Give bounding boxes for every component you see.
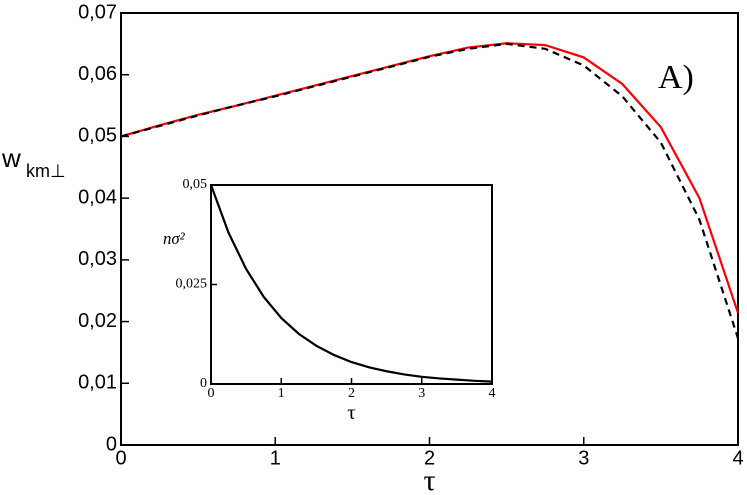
annotation: A): [658, 59, 694, 96]
x-axis-label: τ: [347, 400, 355, 424]
x-tick-label: 1: [278, 386, 285, 401]
y-tick-label: 0,05: [183, 177, 208, 192]
x-tick-label: 1: [270, 447, 281, 469]
x-tick-label: 0: [115, 447, 126, 469]
x-tick-label: 0: [208, 386, 215, 401]
y-tick-label: 0,06: [78, 63, 117, 85]
y-tick-label: 0,025: [176, 277, 208, 292]
y-tick-label: 0,01: [78, 372, 117, 394]
y-tick-label: 0,02: [78, 310, 117, 332]
x-tick-label: 4: [732, 447, 743, 469]
data-line: [120, 42, 740, 339]
y-axis-label: nσ²: [163, 229, 186, 248]
x-tick-label: 2: [424, 447, 435, 469]
data-line: [209, 184, 493, 383]
y-tick-label: 0,04: [78, 186, 117, 208]
y-tick-label: 0,03: [78, 248, 117, 270]
x-axis-label: τ: [423, 464, 435, 495]
x-tick-label: 2: [348, 386, 355, 401]
y-tick-label: 0: [106, 433, 117, 455]
y-axis-label-subscript: km⊥: [26, 161, 66, 181]
y-axis-label: w: [1, 143, 21, 173]
x-tick-label: 4: [489, 386, 496, 401]
y-tick-label: 0: [200, 376, 207, 391]
y-tick-label: 0,07: [78, 1, 117, 23]
plot-frame: [210, 184, 493, 385]
y-tick-label: 0,05: [78, 125, 117, 147]
x-tick-label: 3: [418, 386, 425, 401]
x-tick-label: 3: [578, 447, 589, 469]
